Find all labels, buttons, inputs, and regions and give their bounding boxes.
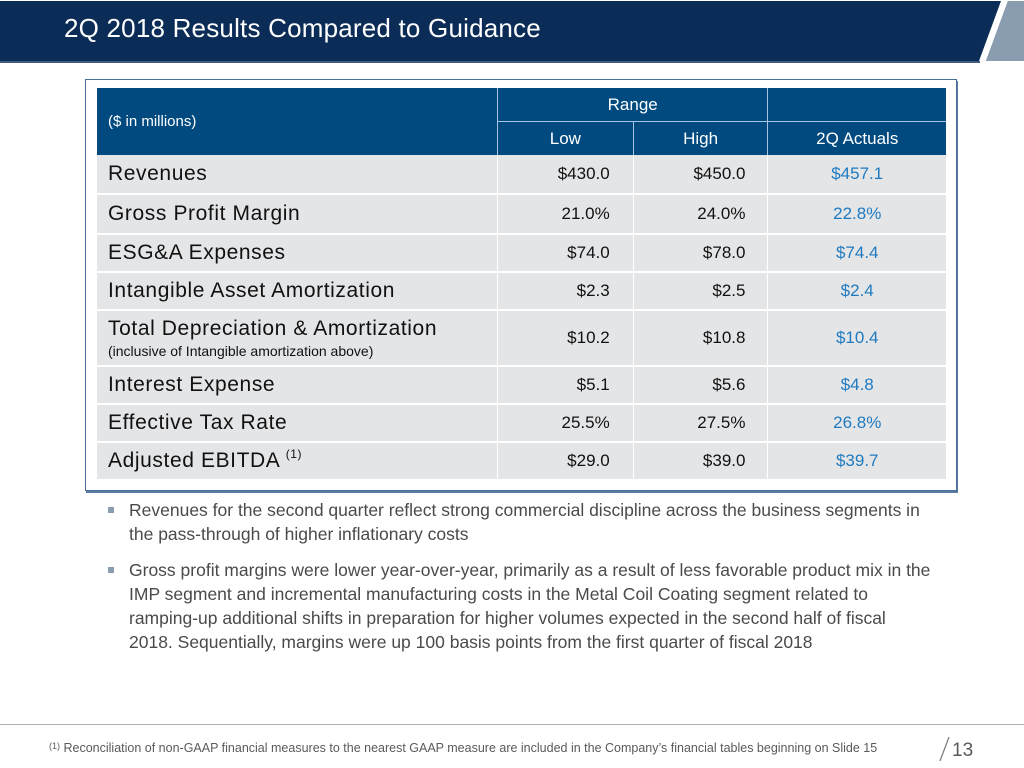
table-row: Adjusted EBITDA (1) $29.0 $39.0 $39.7 xyxy=(97,442,946,481)
row-label: Adjusted EBITDA (1) xyxy=(97,442,498,481)
square-bullet-icon xyxy=(108,567,114,573)
low-value: $5.1 xyxy=(497,366,634,405)
high-value: $2.5 xyxy=(633,272,769,311)
table-row: Gross Profit Margin 21.0% 24.0% 22.8% xyxy=(97,194,946,235)
row-label-text: Effective Tax Rate xyxy=(108,411,288,434)
empty-header-cell xyxy=(767,88,946,122)
low-value: 21.0% xyxy=(497,194,634,235)
row-label-text: Total Depreciation & Amortization xyxy=(108,317,438,340)
table-row: Revenues $430.0 $450.0 $457.1 xyxy=(97,155,946,195)
title-bar-underline xyxy=(0,61,980,63)
commentary-bullets: Revenues for the second quarter reflect … xyxy=(103,498,933,666)
row-label-text: Intangible Asset Amortization xyxy=(108,279,396,302)
title-bar-background xyxy=(0,1,1010,61)
actual-value: $10.4 xyxy=(767,310,946,367)
actual-value: $4.8 xyxy=(767,366,946,405)
high-value: $10.8 xyxy=(633,310,769,367)
row-label: Interest Expense xyxy=(97,366,498,405)
column-header-low: Low xyxy=(497,121,634,155)
bullet-text: Gross profit margins were lower year-ove… xyxy=(129,560,931,652)
high-value: $39.0 xyxy=(633,442,769,481)
actual-value: $2.4 xyxy=(767,272,946,311)
table-row: Effective Tax Rate 25.5% 27.5% 26.8% xyxy=(97,404,946,443)
high-value: 24.0% xyxy=(633,194,769,235)
bullet-item: Gross profit margins were lower year-ove… xyxy=(103,558,933,654)
table-row: Interest Expense $5.1 $5.6 $4.8 xyxy=(97,366,946,405)
high-value: 27.5% xyxy=(633,404,769,443)
row-label: Gross Profit Margin xyxy=(97,194,498,235)
title-bar: 2Q 2018 Results Compared to Guidance xyxy=(0,0,1024,63)
row-label-text: Adjusted EBITDA xyxy=(108,449,280,472)
high-value: $78.0 xyxy=(633,234,769,273)
row-label: Revenues xyxy=(97,155,498,195)
row-label-text: Gross Profit Margin xyxy=(108,202,301,225)
actual-value: 26.8% xyxy=(767,404,946,443)
row-note: (inclusive of Intangible amortization ab… xyxy=(108,343,374,359)
low-value: 25.5% xyxy=(497,404,634,443)
units-label: ($ in millions) xyxy=(97,88,498,155)
footer-divider xyxy=(0,724,1024,725)
low-value: $74.0 xyxy=(497,234,634,273)
actual-value: $39.7 xyxy=(767,442,946,481)
range-header: Range xyxy=(497,88,769,122)
high-value: $450.0 xyxy=(633,155,769,195)
guidance-table: ($ in millions) Range Low High 2Q Actual… xyxy=(97,88,946,481)
bullet-text: Revenues for the second quarter reflect … xyxy=(129,500,920,544)
footnote-marker: (1) xyxy=(49,741,60,751)
low-value: $29.0 xyxy=(497,442,634,481)
row-label: ESG&A Expenses xyxy=(97,234,498,273)
bullet-item: Revenues for the second quarter reflect … xyxy=(103,498,933,546)
high-value: $5.6 xyxy=(633,366,769,405)
footnote: (1) Reconciliation of non-GAAP financial… xyxy=(49,741,877,755)
row-label-text: Revenues xyxy=(108,162,208,185)
square-bullet-icon xyxy=(108,507,114,513)
page-number-slash-icon xyxy=(939,736,950,762)
page-number: 13 xyxy=(952,740,974,761)
actual-value: 22.8% xyxy=(767,194,946,235)
table-row: Intangible Asset Amortization $2.3 $2.5 … xyxy=(97,272,946,311)
footnote-marker: (1) xyxy=(285,447,303,461)
guidance-table-box: ($ in millions) Range Low High 2Q Actual… xyxy=(85,79,957,491)
actual-value: $74.4 xyxy=(767,234,946,273)
low-value: $2.3 xyxy=(497,272,634,311)
row-label-text: Interest Expense xyxy=(108,373,276,396)
row-label: Intangible Asset Amortization xyxy=(97,272,498,311)
row-label: Total Depreciation & Amortization (inclu… xyxy=(97,310,498,367)
footnote-text: Reconciliation of non-GAAP financial mea… xyxy=(63,741,878,755)
column-header-high: High xyxy=(633,121,769,155)
column-header-actuals: 2Q Actuals xyxy=(767,121,946,155)
actual-value: $457.1 xyxy=(767,155,946,195)
row-label: Effective Tax Rate xyxy=(97,404,498,443)
table-row: Total Depreciation & Amortization (inclu… xyxy=(97,310,946,367)
low-value: $430.0 xyxy=(497,155,634,195)
low-value: $10.2 xyxy=(497,310,634,367)
row-label-text: ESG&A Expenses xyxy=(108,241,286,264)
slide-title: 2Q 2018 Results Compared to Guidance xyxy=(64,13,541,43)
table-row: ESG&A Expenses $74.0 $78.0 $74.4 xyxy=(97,234,946,273)
